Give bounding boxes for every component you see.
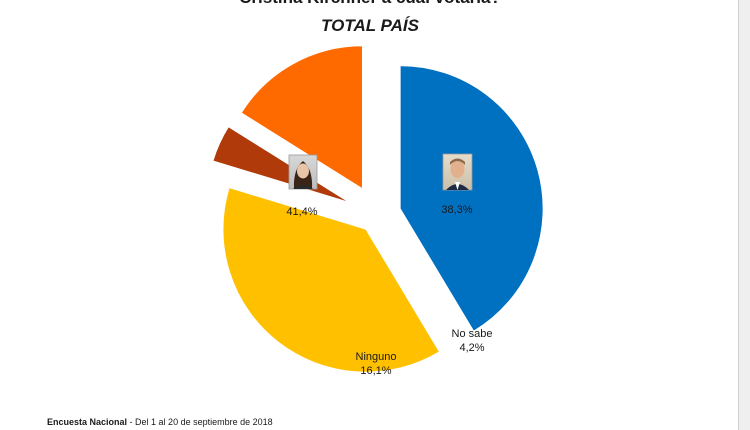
pie-slice-414	[399, 65, 544, 332]
chart-question: Cristina Kirchner a cuál votaría?	[0, 0, 740, 8]
footer-survey-name: Encuesta Nacional	[47, 417, 128, 427]
slice-value-label: 38,3%	[441, 204, 472, 216]
woman-portrait-icon	[288, 154, 318, 190]
slice-value-label: 41,4%	[286, 206, 317, 218]
window-edge	[738, 0, 750, 430]
footer-source: Encuesta Nacional - Del 1 al 20 de septi…	[47, 417, 273, 427]
pie-slice-ninguno	[240, 45, 363, 190]
slice-category-label: No sabe	[452, 328, 493, 340]
pie-slice-383	[222, 186, 441, 373]
slice-value-label: 16,1%	[360, 365, 391, 377]
man-portrait-icon	[442, 153, 473, 191]
chart-subtitle: TOTAL PAÍS	[321, 16, 419, 35]
slice-category-label: Ninguno	[356, 351, 397, 363]
footer-dates: - Del 1 al 20 de septiembre de 2018	[129, 417, 273, 427]
slice-value-label: 4,2%	[459, 342, 484, 354]
